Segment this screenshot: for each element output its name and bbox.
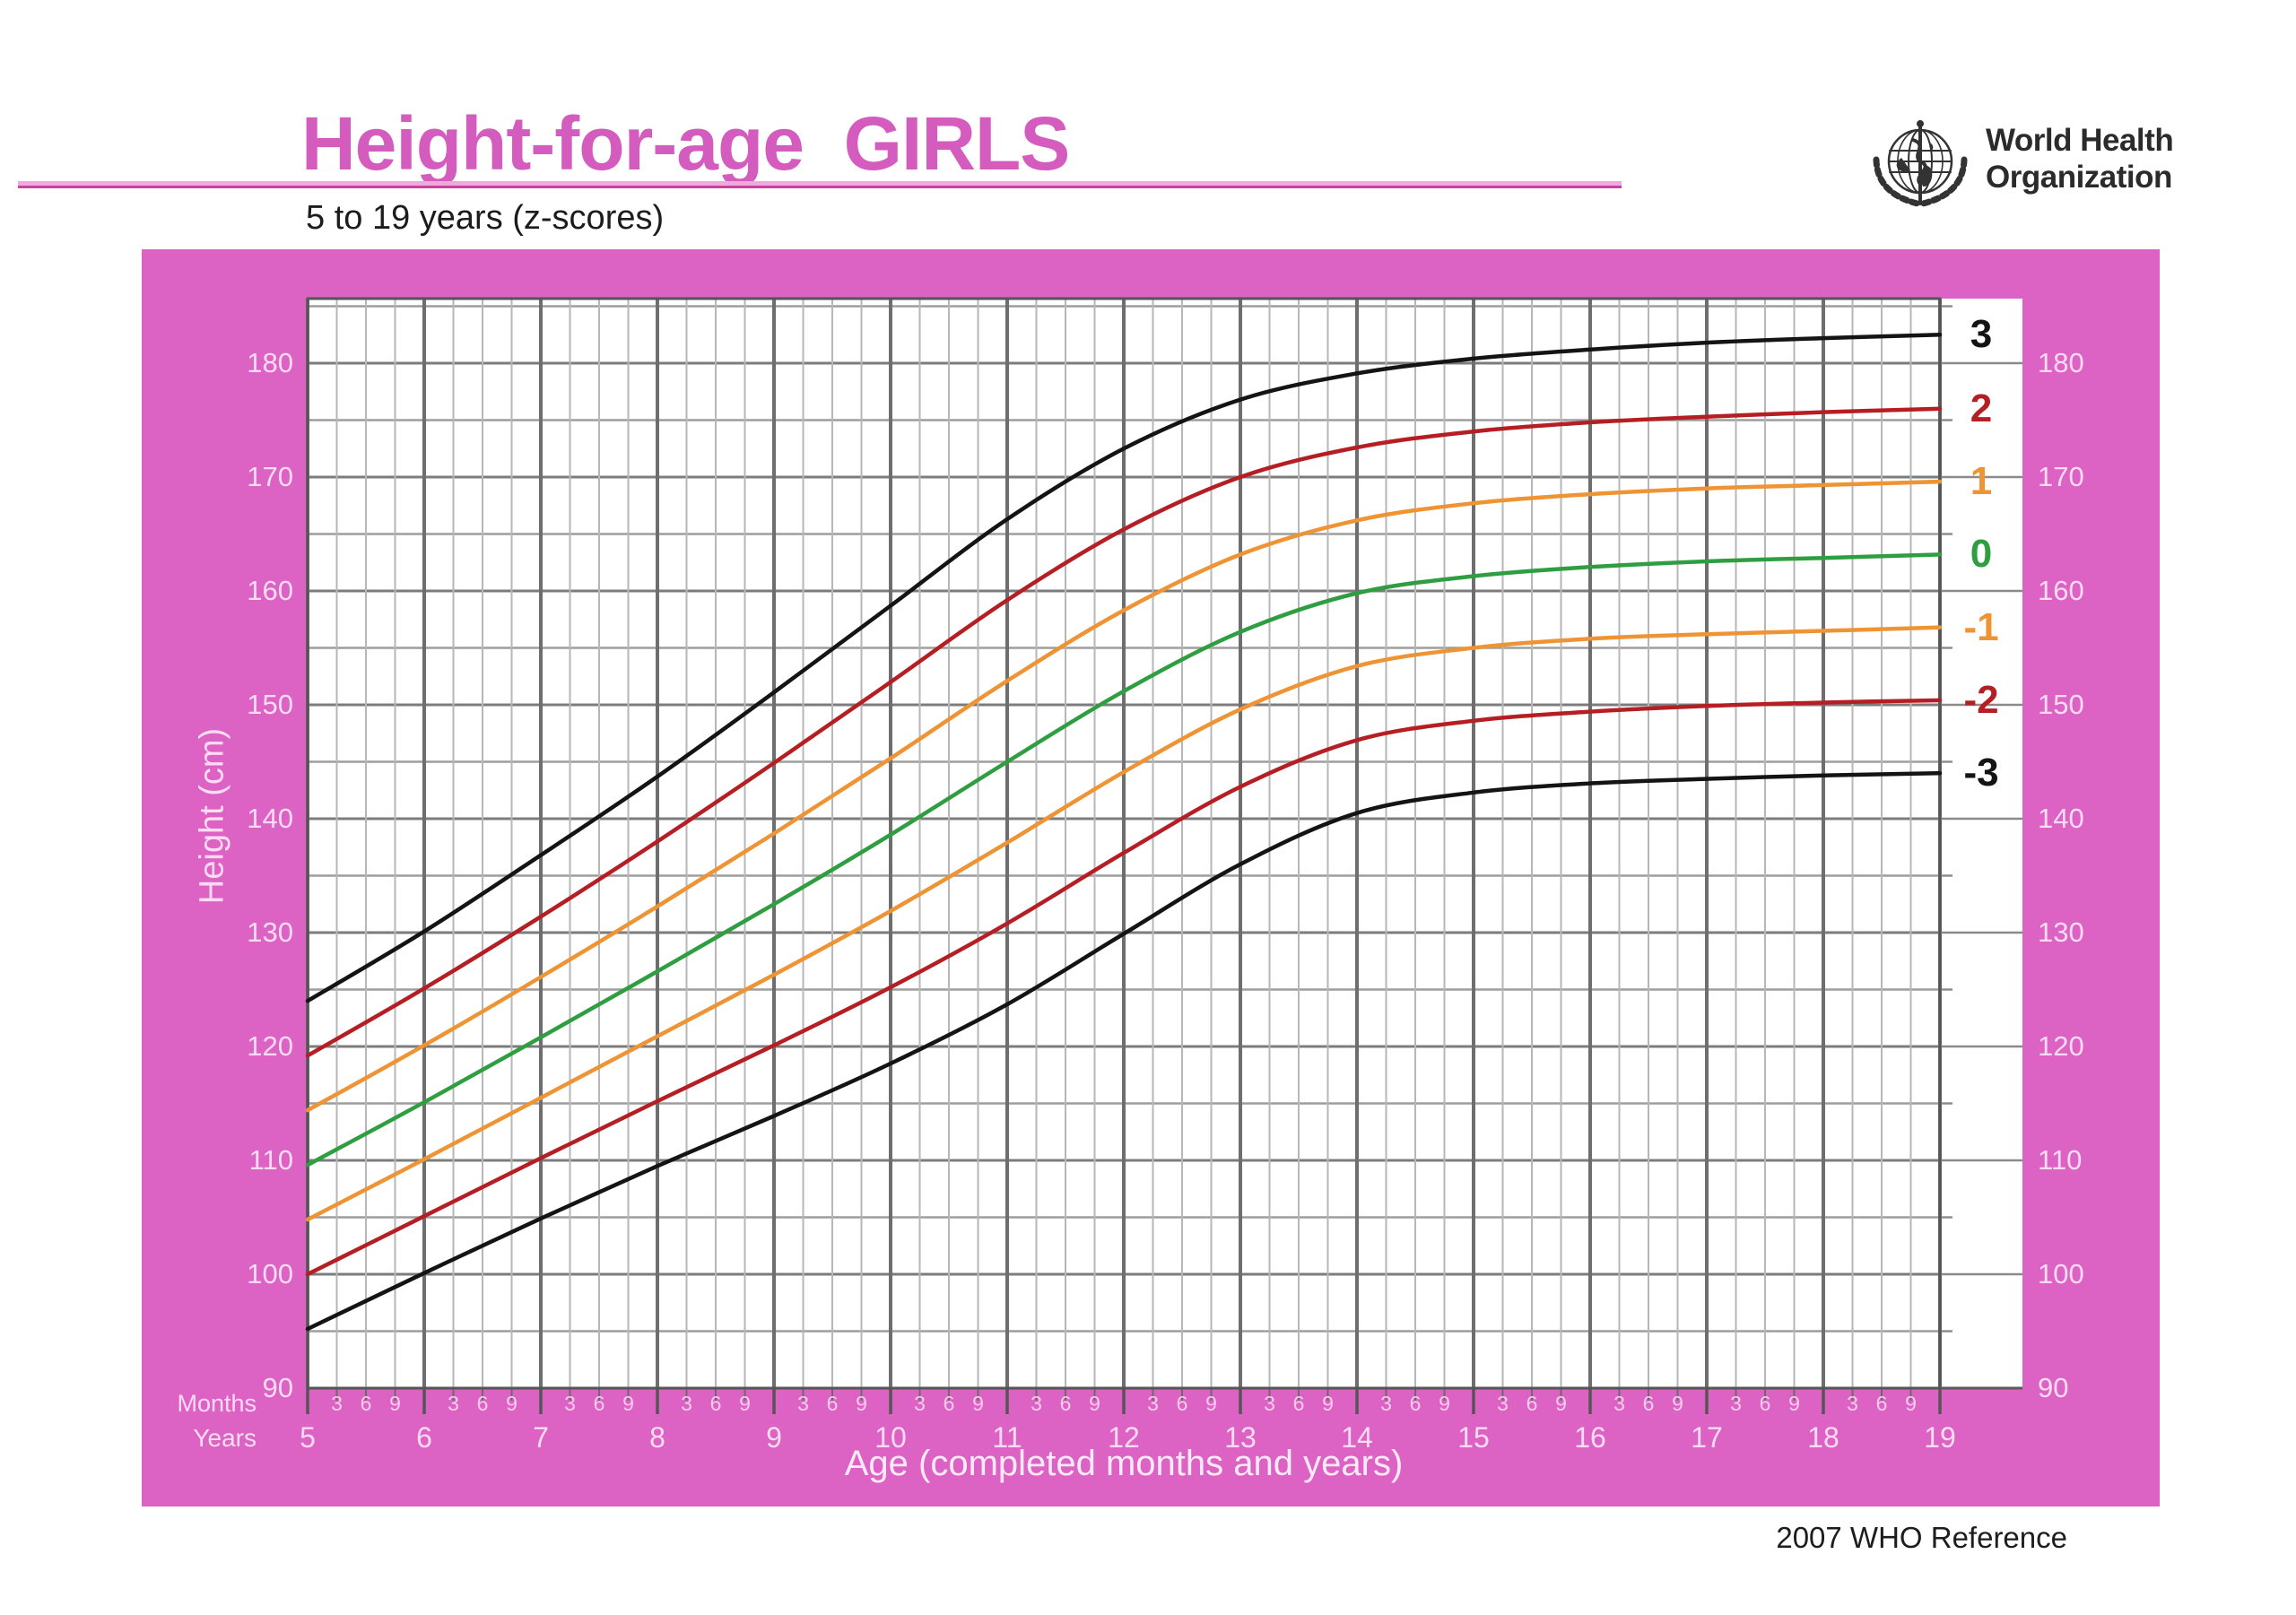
y-axis-tick-right-170: 170	[2038, 461, 2084, 492]
x-axis-year-tick-label-17: 17	[1691, 1421, 1723, 1454]
x-axis-month-tick-label: 9	[739, 1392, 751, 1415]
zscore-label-2: 2	[1970, 386, 1993, 430]
x-axis-month-tick-label: 9	[506, 1392, 517, 1415]
y-axis-tick-left-130: 130	[247, 916, 293, 948]
x-axis-year-tick-label-11: 11	[992, 1421, 1022, 1454]
x-axis-month-tick-label: 3	[1147, 1392, 1159, 1415]
page-subtitle: 5 to 19 years (z-scores)	[306, 199, 665, 237]
x-axis-month-tick-label: 3	[448, 1392, 459, 1415]
x-axis-month-tick-label: 3	[1031, 1392, 1042, 1415]
x-axis-month-tick-label: 3	[564, 1392, 576, 1415]
x-axis-month-tick-label: 6	[1059, 1392, 1072, 1415]
zscore-label-1: 1	[1970, 459, 1993, 504]
x-axis-month-tick-label: 3	[1264, 1392, 1275, 1415]
y-axis-tick-right-150: 150	[2038, 689, 2084, 720]
y-axis-tick-right-100: 100	[2038, 1258, 2084, 1289]
x-axis-month-tick-label: 3	[331, 1392, 343, 1415]
y-axis-tick-right-130: 130	[2038, 916, 2084, 948]
y-axis-tick-left-160: 160	[247, 575, 293, 606]
zscore-label-0: 0	[1970, 532, 1993, 577]
x-axis-month-tick-label: 6	[1642, 1392, 1655, 1415]
x-axis-title: Age (completed months and years)	[844, 1444, 1404, 1483]
x-axis-month-tick-label: 9	[1555, 1392, 1567, 1415]
y-axis-tick-right-160: 160	[2038, 575, 2084, 606]
y-axis-tick-right-110: 110	[2038, 1144, 2083, 1176]
x-axis-month-tick-label: 9	[1788, 1392, 1800, 1415]
who-logo-line2: Organization	[1986, 160, 2172, 195]
x-axis-year-tick-label-5: 5	[300, 1421, 316, 1454]
x-axis-year-tick-label-6: 6	[416, 1421, 432, 1454]
x-axis-year-tick-label-19: 19	[1924, 1421, 1956, 1454]
x-axis-year-tick-label-18: 18	[1807, 1421, 1839, 1454]
x-axis-month-tick-label: 9	[1905, 1392, 1917, 1415]
x-axis-month-tick-label: 9	[622, 1392, 634, 1415]
title-underline-rule	[18, 181, 1622, 188]
x-axis-month-tick-label: 9	[1439, 1392, 1450, 1415]
x-axis-years-row-label: Years	[193, 1424, 257, 1452]
reference-note: 2007 WHO Reference	[1776, 1521, 2067, 1554]
x-axis-month-tick-label: 3	[914, 1392, 926, 1415]
y-axis-tick-left-120: 120	[247, 1030, 293, 1062]
x-axis-year-tick-label-10: 10	[874, 1421, 907, 1454]
x-axis-month-tick-label: 9	[972, 1392, 984, 1415]
x-axis-month-tick-label: 9	[1322, 1392, 1334, 1415]
who-logo-line1: World Health	[1986, 123, 2174, 158]
y-axis-tick-left-150: 150	[247, 689, 293, 720]
x-axis-month-tick-label: 3	[1847, 1392, 1858, 1415]
x-axis-month-tick-label: 3	[1380, 1392, 1392, 1415]
x-axis-year-tick-label-7: 7	[533, 1421, 549, 1454]
x-axis-month-tick-label: 6	[1176, 1392, 1188, 1415]
x-axis-month-tick-label: 6	[360, 1392, 372, 1415]
x-axis-month-tick-label: 3	[681, 1392, 692, 1415]
x-axis-month-tick-label: 6	[709, 1392, 722, 1415]
x-axis-month-tick-label: 9	[856, 1392, 867, 1415]
who-emblem-icon	[1873, 120, 1968, 207]
x-axis-month-tick-label: 6	[826, 1392, 839, 1415]
y-axis-tick-left-90: 90	[262, 1372, 293, 1403]
y-axis-tick-left-100: 100	[247, 1258, 293, 1289]
x-axis-month-tick-label: 3	[1730, 1392, 1742, 1415]
who-logo-text: World Health Organization	[1986, 122, 2174, 195]
x-axis-month-tick-label: 6	[1526, 1392, 1538, 1415]
x-axis-months-row-label: Months	[177, 1390, 257, 1417]
x-axis-year-tick-label-12: 12	[1108, 1421, 1140, 1454]
x-axis-month-tick-label: 6	[1759, 1392, 1771, 1415]
x-axis-month-tick-label: 3	[797, 1392, 809, 1415]
x-axis-month-tick-label: 6	[1875, 1392, 1888, 1415]
x-axis-month-tick-label: 9	[389, 1392, 401, 1415]
y-axis-tick-right-140: 140	[2038, 803, 2084, 834]
y-axis-tick-right-180: 180	[2038, 347, 2084, 378]
x-axis-month-tick-label: 9	[1672, 1392, 1683, 1415]
x-axis-month-tick-label: 9	[1089, 1392, 1100, 1415]
x-axis-year-tick-label-15: 15	[1457, 1421, 1490, 1454]
zscore-label-3: 3	[1970, 312, 1993, 357]
x-axis-year-tick-label-16: 16	[1574, 1421, 1606, 1454]
page-title: Height-for-age GIRLS	[301, 101, 1070, 186]
x-axis-month-tick-label: 3	[1613, 1392, 1625, 1415]
y-axis-tick-right-120: 120	[2038, 1030, 2084, 1062]
x-axis-month-tick-label: 6	[943, 1392, 955, 1415]
zscore-label--2: -2	[1963, 677, 1999, 722]
x-axis-month-tick-label: 9	[1205, 1392, 1217, 1415]
x-axis-year-tick-label-13: 13	[1224, 1421, 1257, 1454]
y-axis-tick-left-180: 180	[247, 347, 293, 378]
x-axis-year-tick-label-14: 14	[1341, 1421, 1373, 1454]
y-axis-tick-left-140: 140	[247, 803, 293, 834]
y-axis-tick-left-110: 110	[248, 1144, 293, 1176]
y-axis-tick-right-90: 90	[2038, 1372, 2069, 1403]
x-axis-month-tick-label: 6	[1292, 1392, 1305, 1415]
x-axis-month-tick-label: 3	[1497, 1392, 1509, 1415]
zscore-label--1: -1	[1963, 604, 1999, 649]
y-axis-tick-left-170: 170	[247, 461, 293, 492]
x-axis-month-tick-label: 6	[593, 1392, 605, 1415]
x-axis-month-tick-label: 6	[476, 1392, 489, 1415]
x-axis-year-tick-label-8: 8	[649, 1421, 665, 1454]
x-axis-year-tick-label-9: 9	[766, 1421, 782, 1454]
zscore-label--3: -3	[1963, 751, 1999, 795]
x-axis-month-tick-label: 6	[1409, 1392, 1422, 1415]
